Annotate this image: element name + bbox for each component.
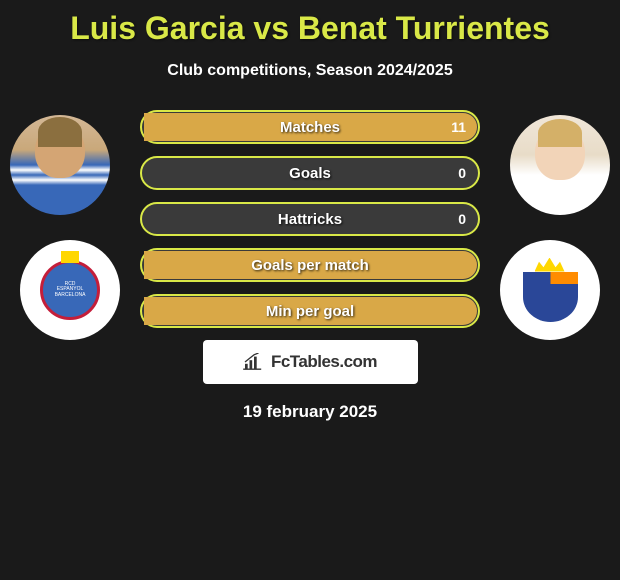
stat-value-right: 0 bbox=[458, 211, 466, 227]
club-left-badge: RCDESPANYOLBARCELONA bbox=[20, 240, 120, 340]
comparison-content: RCDESPANYOLBARCELONA Matches 11 Goals 0 … bbox=[0, 110, 620, 422]
club-left-text: RCDESPANYOLBARCELONA bbox=[55, 282, 86, 299]
player-right-avatar bbox=[510, 115, 610, 215]
comparison-title: Luis Garcia vs Benat Turrientes bbox=[0, 0, 620, 47]
comparison-date: 19 february 2025 bbox=[0, 402, 620, 422]
watermark-badge: FcTables.com bbox=[203, 340, 418, 384]
stat-row-min-per-goal: Min per goal bbox=[140, 294, 480, 328]
stat-row-matches: Matches 11 bbox=[140, 110, 480, 144]
stat-value-right: 11 bbox=[451, 119, 466, 135]
stat-value-right: 0 bbox=[458, 165, 466, 181]
stat-row-goals: Goals 0 bbox=[140, 156, 480, 190]
watermark-text: FcTables.com bbox=[271, 352, 377, 372]
stat-label: Hattricks bbox=[278, 211, 342, 228]
chart-icon bbox=[243, 353, 265, 371]
stat-row-hattricks: Hattricks 0 bbox=[140, 202, 480, 236]
stat-label: Matches bbox=[280, 119, 340, 136]
stat-label: Min per goal bbox=[266, 303, 354, 320]
stat-label: Goals per match bbox=[251, 257, 369, 274]
comparison-subtitle: Club competitions, Season 2024/2025 bbox=[0, 62, 620, 80]
club-right-badge bbox=[500, 240, 600, 340]
stat-label: Goals bbox=[289, 165, 331, 182]
stat-row-goals-per-match: Goals per match bbox=[140, 248, 480, 282]
stats-container: Matches 11 Goals 0 Hattricks 0 Goals per… bbox=[140, 110, 480, 328]
player-left-avatar bbox=[10, 115, 110, 215]
